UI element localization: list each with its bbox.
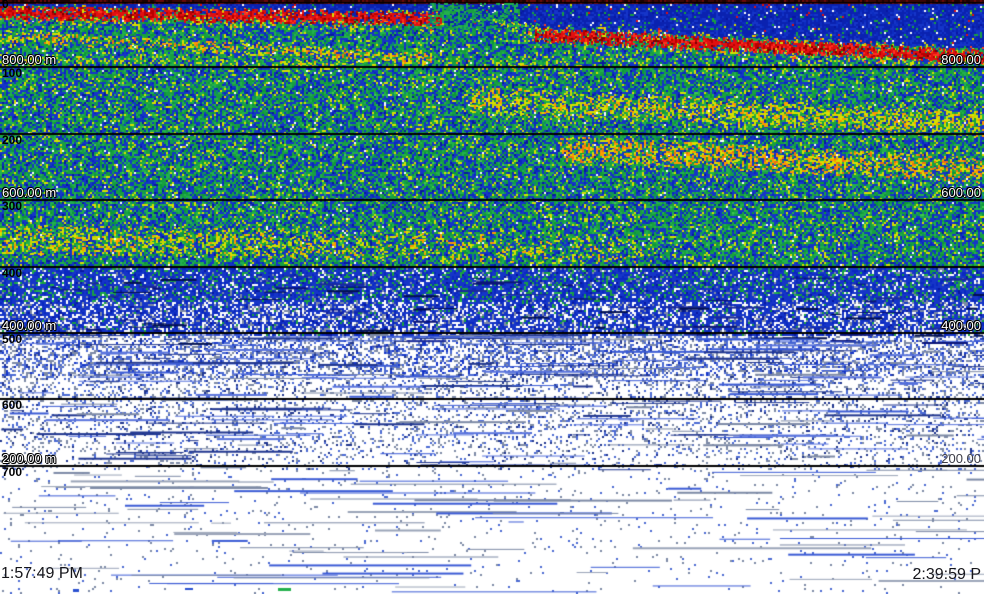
timestamp-end: 2:39:59 P <box>912 566 982 583</box>
timestamp-start: 1:57:49 PM <box>1 565 83 582</box>
